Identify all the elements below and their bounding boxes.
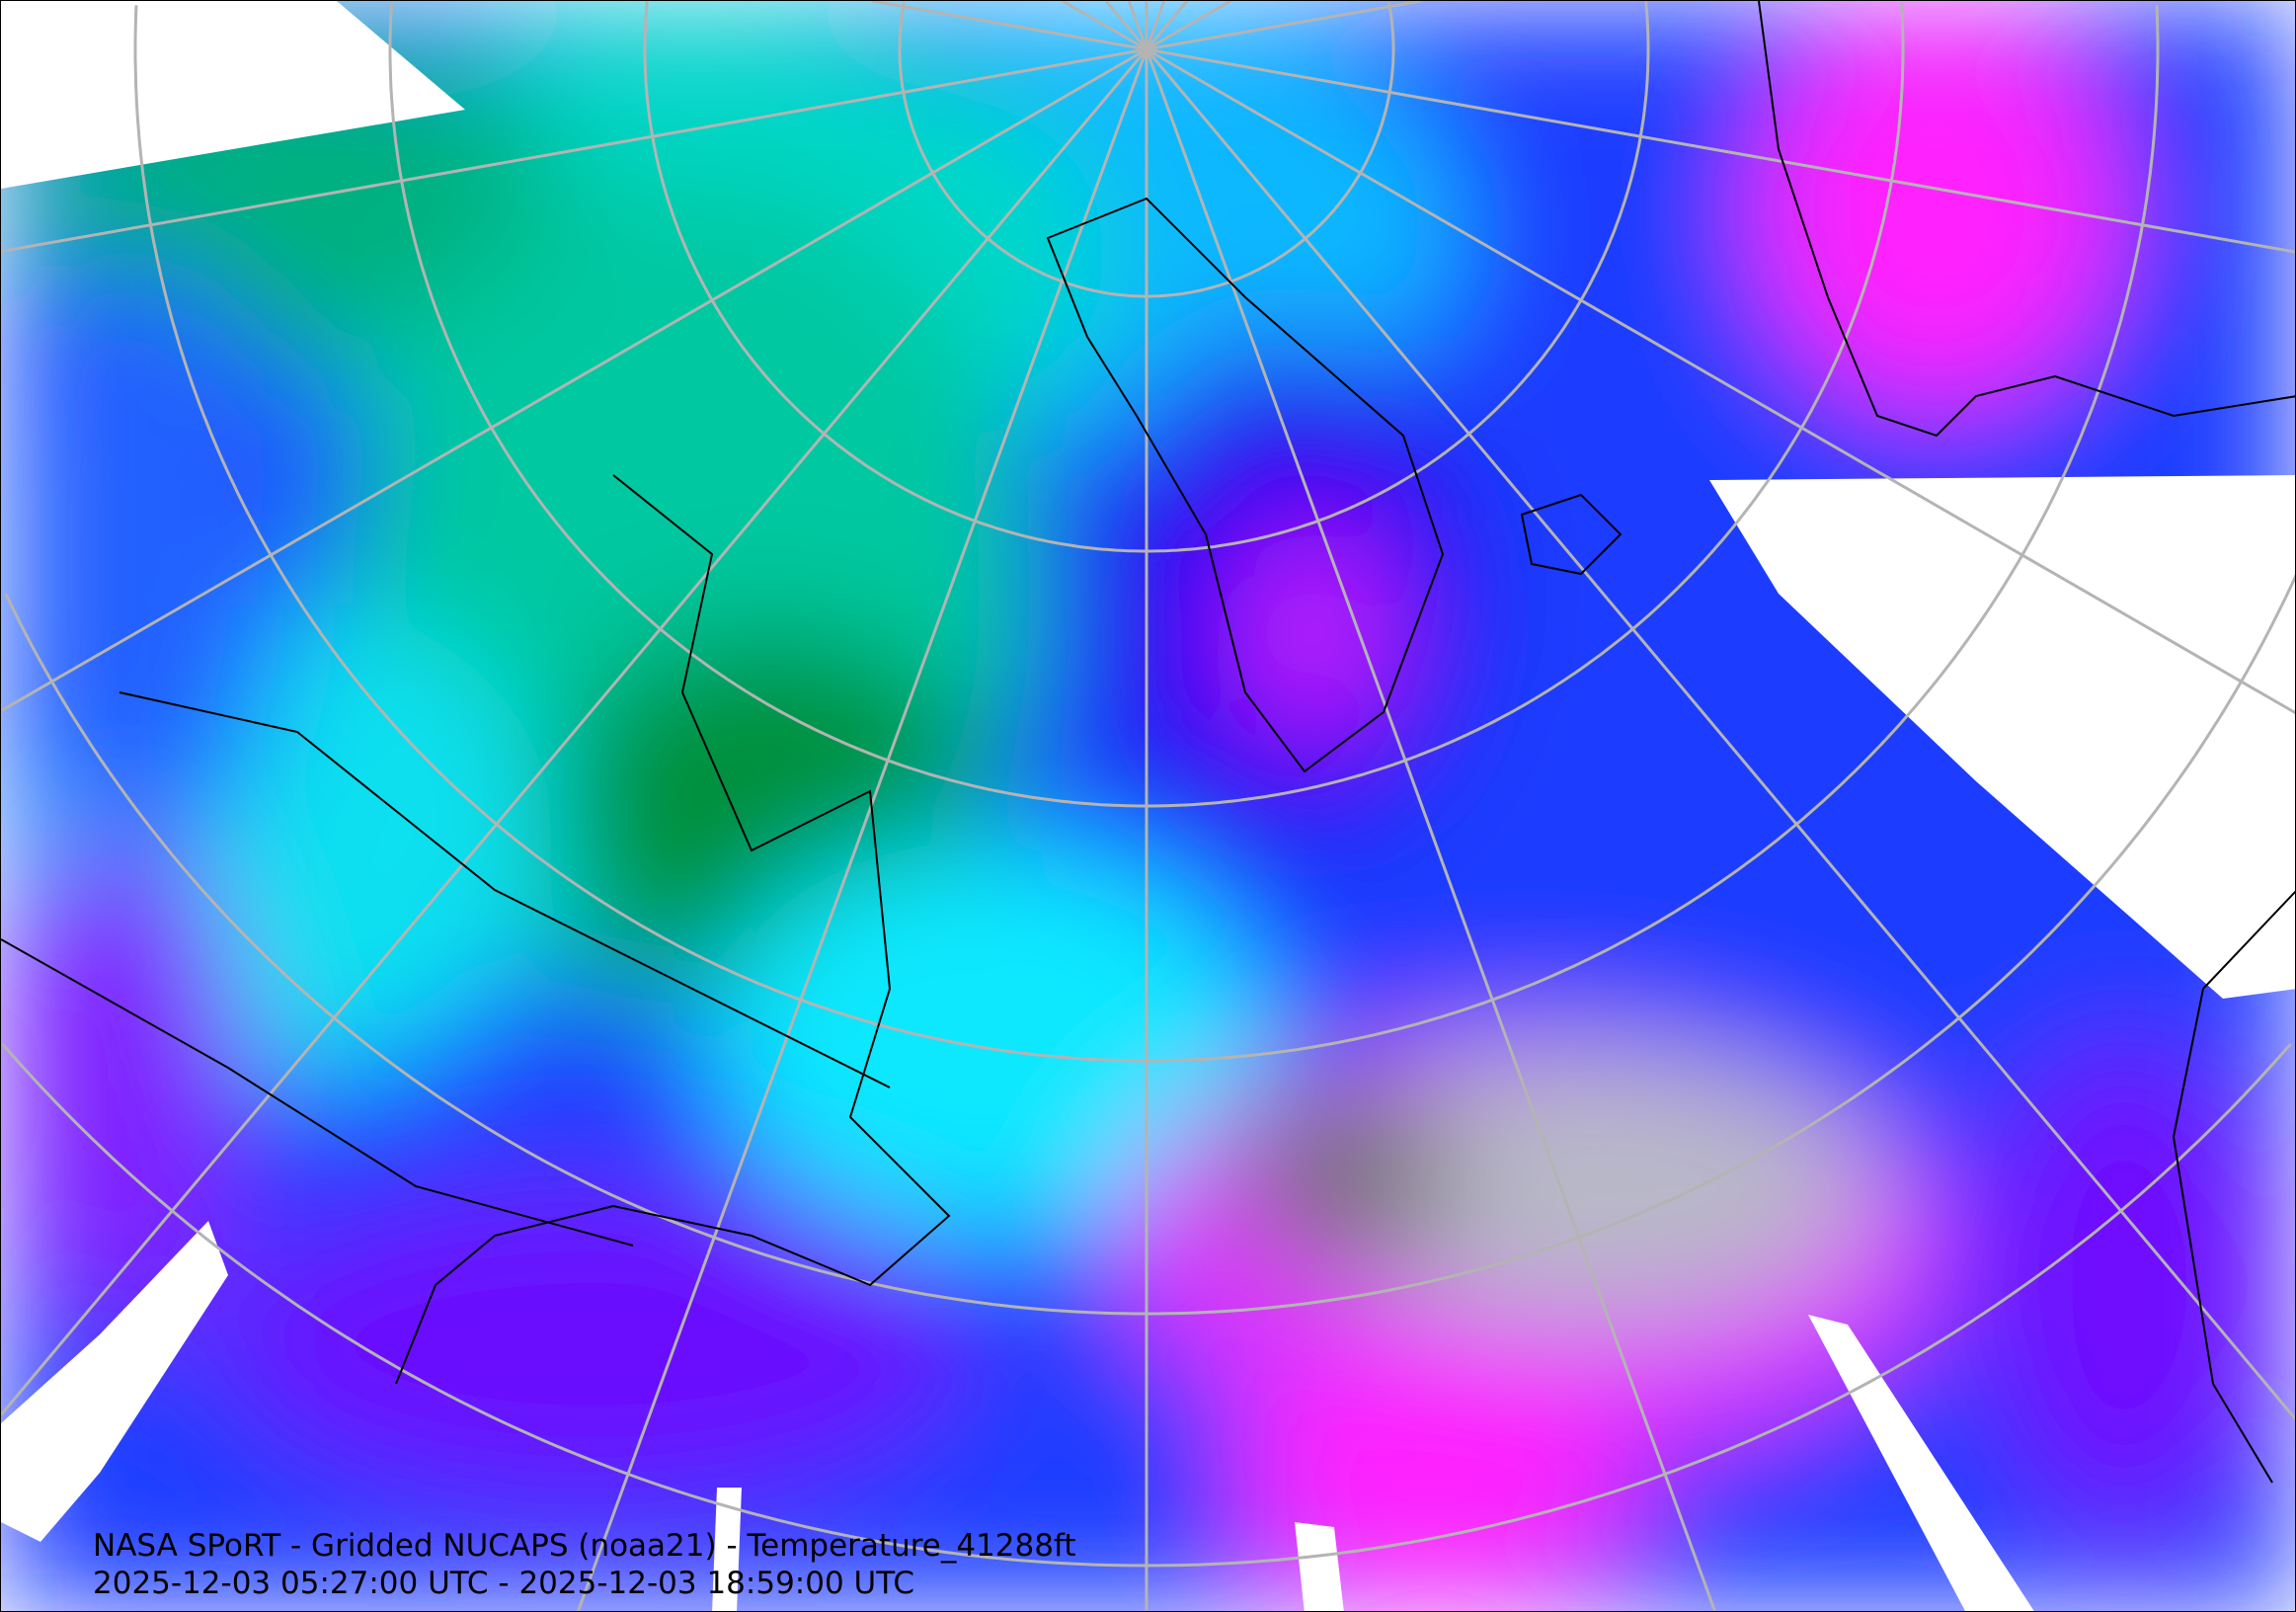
latitude-circle [388, 3, 1905, 808]
meridian-line [1145, 48, 2295, 1421]
map-title: NASA SPoRT - Gridded NUCAPS (noaa21) - T… [93, 1528, 1076, 1564]
meridian-line [1146, 47, 2295, 715]
meridian-line [576, 48, 1148, 1611]
latitude-circle [643, 1, 1650, 553]
meridian-line [1104, 1, 1148, 50]
meridian-line [1146, 1, 1422, 51]
meridian-line [1145, 48, 1717, 1611]
meridian-line [871, 1, 1148, 51]
meridian-line [1146, 47, 2295, 254]
latitude-circle [4, 574, 2295, 1316]
latitude-circle [898, 2, 1395, 298]
meridian-line [1, 48, 1148, 1416]
latitude-circle [133, 5, 2160, 1063]
time-range: 2025-12-03 05:27:00 UTC - 2025-12-03 18:… [93, 1566, 914, 1601]
meridian-line [1127, 1, 1148, 50]
meridian-line [1146, 1, 1231, 51]
coastlines-borders [1, 1, 2295, 1484]
meridian-line [1, 47, 1148, 253]
meridian-line [1145, 1, 1189, 50]
meridian-line [1145, 1, 1166, 50]
meridian-line [1, 47, 1148, 712]
meridian-line [1062, 1, 1148, 51]
